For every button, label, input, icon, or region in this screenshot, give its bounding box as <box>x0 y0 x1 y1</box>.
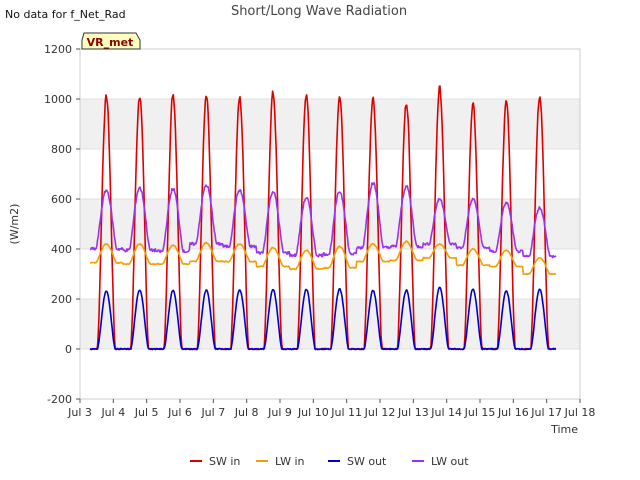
chart-title: Short/Long Wave Radiation <box>231 4 407 19</box>
x-tick-label: Jul 7 <box>200 406 225 419</box>
x-tick-label: Jul 15 <box>464 406 496 419</box>
x-tick-label: Jul 3 <box>67 406 92 419</box>
badge-label: VR_met <box>87 36 134 49</box>
x-axis-ticks: Jul 3 Jul 4 Jul 5 Jul 6 Jul 7 Jul 8 Jul 9 Jul 1… <box>67 399 595 419</box>
y-tick-label: 800 <box>51 143 72 156</box>
x-tick-label: Jul 6 <box>167 406 192 419</box>
legend-label: LW out <box>431 455 469 468</box>
y-tick-label: 0 <box>65 343 72 356</box>
x-tick-label: Jul 11 <box>330 406 362 419</box>
y-tick-label: -200 <box>47 393 72 406</box>
x-tick-label: Jul 8 <box>234 406 259 419</box>
grid-bands <box>80 48 580 400</box>
x-tick-label: Jul 4 <box>100 406 125 419</box>
x-tick-label: Jul 18 <box>564 406 596 419</box>
series-line-sw-out <box>89 286 557 351</box>
x-tick-label: Jul 16 <box>497 406 529 419</box>
axes <box>79 48 581 400</box>
legend: SW in LW in SW out LW out <box>190 455 469 468</box>
y-tick-label: 1000 <box>44 93 72 106</box>
plot-frame <box>79 48 581 400</box>
grid-band <box>80 199 580 249</box>
x-tick-label: Jul 10 <box>297 406 329 419</box>
series-line-lw-out <box>89 181 557 259</box>
x-axis-label: Time <box>550 423 578 436</box>
y-tick-label: 400 <box>51 243 72 256</box>
no-data-note: No data for f_Net_Rad <box>5 8 126 21</box>
x-tick-label: Jul 12 <box>364 406 396 419</box>
grid-band <box>80 99 580 149</box>
x-tick-label: Jul 5 <box>134 406 159 419</box>
series-line-lw-in <box>89 240 557 276</box>
legend-label: SW in <box>209 455 240 468</box>
y-axis-label: (W/m2) <box>8 204 21 245</box>
y-axis-ticks: -200 0 200 400 600 800 1000 1200 <box>44 43 80 406</box>
x-tick-label: Jul 17 <box>530 406 562 419</box>
x-tick-label: Jul 9 <box>267 406 292 419</box>
vr-met-badge: VR_met <box>81 32 141 50</box>
y-tick-label: 200 <box>51 293 72 306</box>
legend-label: LW in <box>275 455 305 468</box>
y-tick-label: 600 <box>51 193 72 206</box>
x-tick-label: Jul 13 <box>397 406 429 419</box>
legend-label: SW out <box>347 455 387 468</box>
grid-band <box>80 299 580 349</box>
x-tick-label: Jul 14 <box>430 406 462 419</box>
y-tick-label: 1200 <box>44 43 72 56</box>
series-layer <box>89 85 557 351</box>
